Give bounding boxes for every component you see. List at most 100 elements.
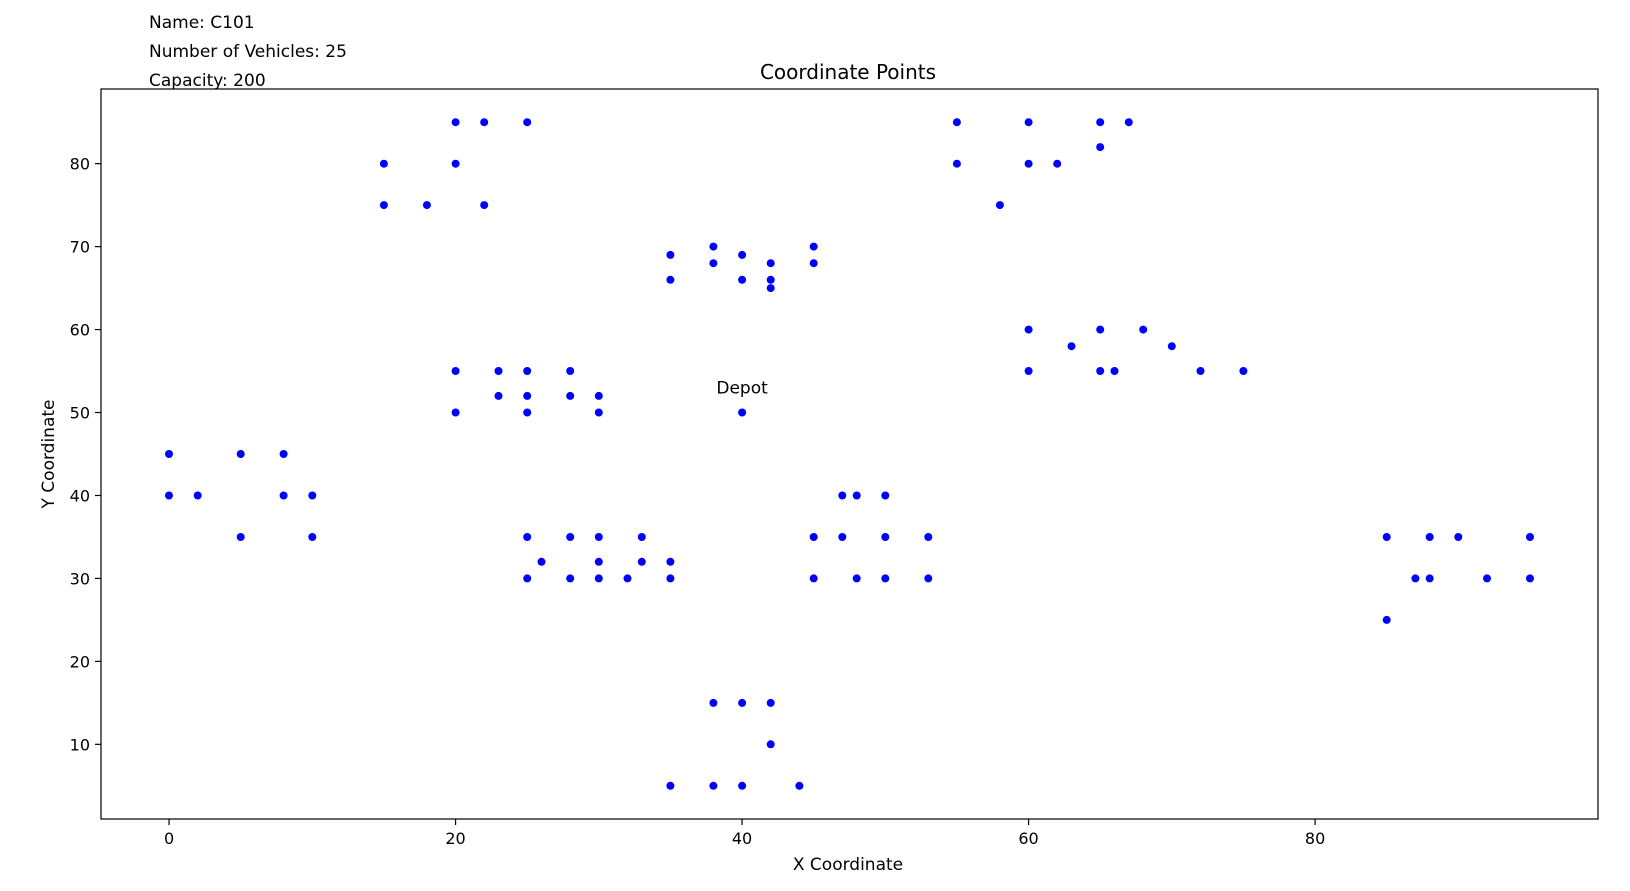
customer-point: [738, 275, 747, 284]
customer-point: [1096, 118, 1105, 127]
customer-point: [1096, 367, 1105, 375]
customer-point: [523, 118, 532, 127]
customer-point: [1239, 367, 1248, 375]
customer-point: [838, 533, 847, 541]
customer-point: [279, 491, 288, 500]
customer-point: [451, 159, 460, 168]
customer-point: [566, 367, 575, 375]
customer-point: [738, 250, 747, 259]
x-tick-label: 0: [164, 829, 174, 848]
customer-point: [1024, 325, 1033, 334]
y-axis-label: Y Coordinate: [39, 400, 59, 510]
y-axis-ticks: 10 20 30 40 50 60 70 80: [70, 155, 101, 754]
customer-point: [881, 491, 890, 500]
depot-label: Depot: [716, 379, 768, 399]
customer-point: [709, 781, 718, 790]
x-tick-label: 40: [732, 829, 752, 848]
instance-info: Name: C101 Number of Vehicles: 25 Capaci…: [149, 9, 347, 96]
customer-point: [193, 491, 202, 500]
customer-point: [995, 201, 1004, 210]
customer-point: [279, 450, 288, 458]
customer-point: [852, 574, 861, 583]
customer-point: [881, 533, 890, 541]
customer-point: [165, 491, 173, 500]
customer-point: [1124, 118, 1133, 127]
y-tick-label: 50: [70, 404, 90, 423]
customer-point: [236, 450, 245, 458]
points-layer: [165, 118, 1534, 790]
customer-point: [666, 574, 675, 583]
customer-point: [523, 391, 532, 400]
customer-point: [566, 574, 575, 583]
customer-point: [1196, 367, 1205, 375]
customer-point: [666, 781, 675, 790]
customer-point: [766, 284, 775, 293]
customer-point: [1425, 533, 1434, 541]
y-tick-label: 40: [70, 486, 90, 505]
customer-point: [666, 557, 675, 566]
customer-point: [308, 491, 317, 500]
depot-point: [738, 408, 747, 417]
customer-point: [1167, 342, 1176, 351]
customer-point: [952, 159, 961, 168]
customer-point: [637, 557, 646, 566]
customer-point: [1110, 367, 1119, 375]
customer-point: [1024, 159, 1033, 168]
x-axis-ticks: 0 20 40 60 80: [164, 819, 1325, 848]
customer-point: [451, 367, 460, 375]
customer-point: [1024, 118, 1033, 127]
customer-point: [1067, 342, 1076, 351]
customer-point: [594, 557, 603, 566]
customer-point: [480, 118, 489, 127]
customer-point: [738, 698, 747, 707]
customer-point: [623, 574, 632, 583]
customer-point: [379, 201, 388, 210]
customer-point: [523, 574, 532, 583]
customer-point: [594, 391, 603, 400]
customer-point: [480, 201, 489, 210]
customer-point: [1382, 615, 1391, 624]
customer-point: [809, 242, 818, 251]
customer-point: [451, 118, 460, 127]
customer-point: [809, 259, 818, 268]
customer-point: [1024, 367, 1033, 375]
customer-point: [738, 781, 747, 790]
chart-title: Coordinate Points: [760, 60, 936, 84]
customer-point: [766, 259, 775, 268]
customer-point: [1139, 325, 1148, 334]
customer-point: [594, 574, 603, 583]
customer-point: [766, 698, 775, 707]
customer-point: [881, 574, 890, 583]
annotation-layer: Depot: [716, 379, 768, 399]
vehicle-count: Number of Vehicles: 25: [149, 42, 347, 62]
customer-point: [523, 367, 532, 375]
customer-point: [566, 391, 575, 400]
customer-point: [1382, 533, 1391, 541]
vehicle-capacity: Capacity: 200: [149, 71, 266, 91]
customer-point: [523, 408, 532, 417]
customer-point: [1411, 574, 1420, 583]
y-tick-label: 20: [70, 652, 90, 671]
customer-point: [924, 574, 933, 583]
customer-point: [709, 242, 718, 251]
customer-point: [537, 557, 546, 566]
customer-point: [379, 159, 388, 168]
customer-point: [1454, 533, 1463, 541]
customer-point: [666, 275, 675, 284]
x-tick-label: 60: [1018, 829, 1038, 848]
x-axis-label: X Coordinate: [793, 855, 903, 875]
customer-point: [566, 533, 575, 541]
x-tick-label: 80: [1305, 829, 1325, 848]
customer-point: [422, 201, 431, 210]
customer-point: [709, 698, 718, 707]
customer-point: [766, 740, 775, 749]
customer-point: [766, 275, 775, 284]
customer-point: [924, 533, 933, 541]
customer-point: [1053, 159, 1062, 168]
customer-point: [594, 533, 603, 541]
customer-point: [523, 533, 532, 541]
y-tick-label: 80: [70, 155, 90, 174]
y-tick-label: 70: [70, 238, 90, 257]
customer-point: [308, 533, 317, 541]
